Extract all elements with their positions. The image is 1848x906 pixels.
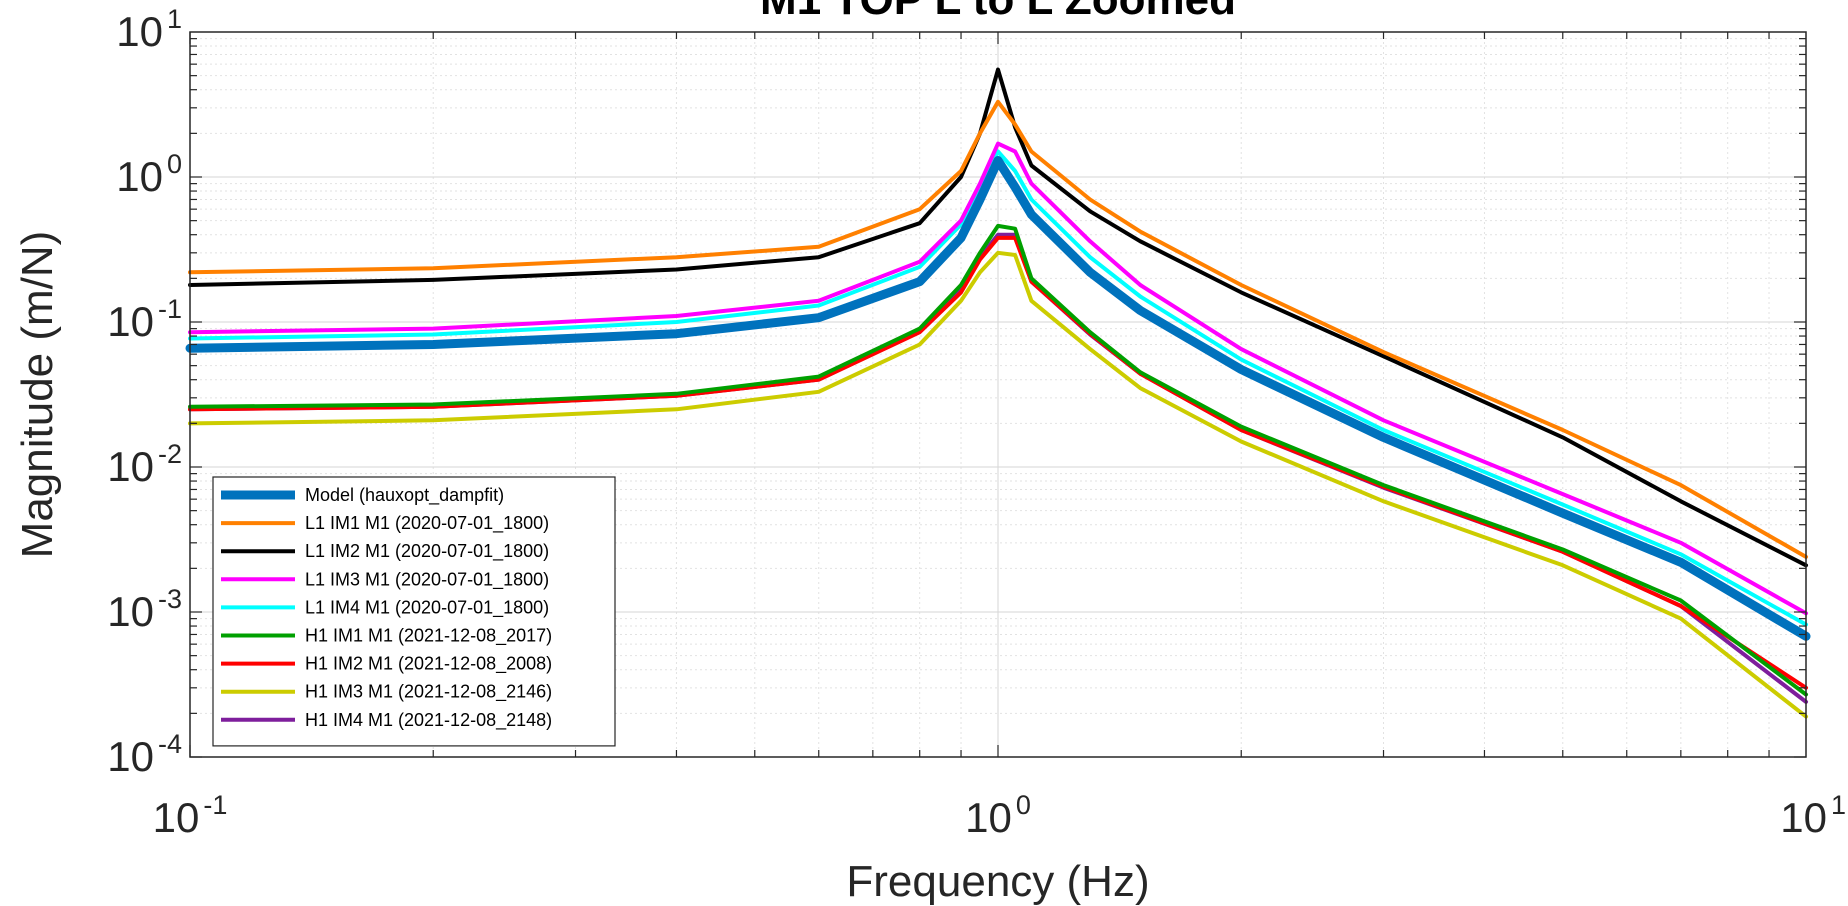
legend-label: Model (hauxopt_dampfit) xyxy=(305,485,504,506)
legend-label: H1 IM4 M1 (2021-12-08_2148) xyxy=(305,710,552,731)
series-line xyxy=(188,149,1808,627)
legend: Model (hauxopt_dampfit) L1 IM1 M1 (2020-0… xyxy=(212,476,616,747)
y-tick-label: 10 -1 xyxy=(107,294,182,345)
legend-label: H1 IM1 M1 (2021-12-08_2017) xyxy=(305,626,552,647)
plot-lines xyxy=(185,67,1811,719)
x-tick-label: 10 0 xyxy=(965,790,1031,841)
y-tick-label: 10 -3 xyxy=(107,584,182,635)
legend-label: L1 IM1 M1 (2020-07-01_1800) xyxy=(305,513,549,534)
legend-label: L1 IM4 M1 (2020-07-01_1800) xyxy=(305,597,549,618)
tick-labels: 10 -1 10 0 10 1 10 1 10 0 10 -1 10 -2 10 -3 10 -4 xyxy=(107,4,1846,841)
series-line xyxy=(185,156,1811,641)
series-line xyxy=(188,141,1808,616)
y-tick-label: 10 -2 xyxy=(107,439,182,490)
y-tick-label: 10 1 xyxy=(116,4,182,55)
x-tick-label: 10 -1 xyxy=(153,790,228,841)
x-tick-label: 10 1 xyxy=(1780,790,1846,841)
x-axis-label: Frequency (Hz) xyxy=(846,857,1149,906)
legend-label: H1 IM2 M1 (2021-12-08_2008) xyxy=(305,654,552,675)
series-line xyxy=(188,223,1808,697)
series-line xyxy=(188,99,1808,559)
y-tick-label: 10 -4 xyxy=(107,729,182,780)
chart-title: M1 TOP L to L Zoomed xyxy=(760,0,1236,24)
y-axis-label: Magnitude (m/N) xyxy=(13,231,62,559)
legend-label: L1 IM2 M1 (2020-07-01_1800) xyxy=(305,541,549,562)
legend-label: H1 IM3 M1 (2021-12-08_2146) xyxy=(305,682,552,703)
y-tick-label: 10 0 xyxy=(116,149,182,200)
legend-label: L1 IM3 M1 (2020-07-01_1800) xyxy=(305,569,549,590)
series-line xyxy=(188,250,1808,719)
